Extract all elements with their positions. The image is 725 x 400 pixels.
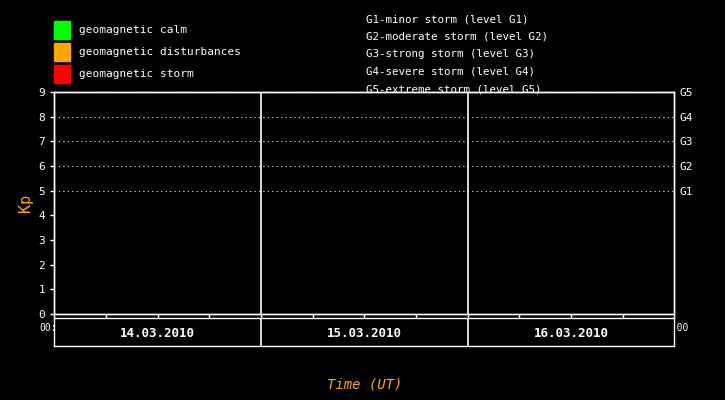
Text: 14.03.2010: 14.03.2010 <box>120 327 195 340</box>
Text: 16.03.2010: 16.03.2010 <box>534 327 608 340</box>
Text: G2-moderate storm (level G2): G2-moderate storm (level G2) <box>366 32 548 42</box>
Y-axis label: Kp: Kp <box>18 194 33 212</box>
Text: geomagnetic disturbances: geomagnetic disturbances <box>79 47 241 57</box>
Text: G3-strong storm (level G3): G3-strong storm (level G3) <box>366 49 535 59</box>
Text: geomagnetic storm: geomagnetic storm <box>79 69 194 79</box>
Text: 15.03.2010: 15.03.2010 <box>327 327 402 340</box>
Text: Time (UT): Time (UT) <box>327 378 402 392</box>
Text: G4-severe storm (level G4): G4-severe storm (level G4) <box>366 67 535 77</box>
Text: G1-minor storm (level G1): G1-minor storm (level G1) <box>366 14 529 24</box>
Text: geomagnetic calm: geomagnetic calm <box>79 25 187 35</box>
Text: G5-extreme storm (level G5): G5-extreme storm (level G5) <box>366 84 542 94</box>
